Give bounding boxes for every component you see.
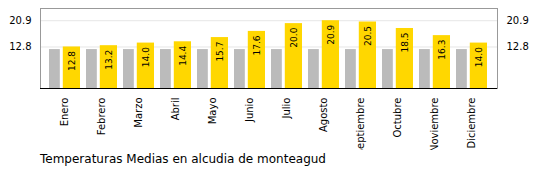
svg-text:Agosto: Agosto [318,98,329,133]
svg-text:14.0: 14.0 [474,47,484,67]
svg-text:Abril: Abril [170,98,181,121]
svg-text:12.8: 12.8 [9,41,31,52]
svg-text:Diciembre: Diciembre [466,98,477,149]
html-text:Temperaturas Medias en alcudia: Temperaturas Medias en alcudia de montea… [40,152,326,166]
svg-text:20.9: 20.9 [507,15,529,26]
svg-text:20.9: 20.9 [9,15,31,26]
svg-text:Octubre: Octubre [392,98,403,138]
svg-text:Noviembre: Noviembre [429,98,440,151]
svg-text:14.4: 14.4 [178,46,188,66]
svg-text:Junio: Junio [244,98,255,124]
svg-text:Marzo: Marzo [133,98,144,128]
svg-text:Julio: Julio [281,98,292,120]
svg-text:16.3: 16.3 [437,40,447,60]
svg-text:20.0: 20.0 [289,27,299,47]
svg-text:13.2: 13.2 [104,50,114,70]
svg-text:20.9: 20.9 [326,24,336,44]
svg-text:12.8: 12.8 [67,51,77,71]
svg-text:18.5: 18.5 [400,32,410,52]
svg-text:15.7: 15.7 [215,42,225,62]
svg-text:20.5: 20.5 [363,26,373,46]
svg-text:14.0: 14.0 [141,47,151,67]
svg-text:Febrero: Febrero [96,98,107,136]
svg-text:12.8: 12.8 [507,41,529,52]
svg-text:Septiembre: Septiembre [355,98,366,151]
svg-text:Enero: Enero [59,98,70,127]
svg-text:17.6: 17.6 [252,35,262,55]
svg-text:Mayo: Mayo [207,98,218,125]
